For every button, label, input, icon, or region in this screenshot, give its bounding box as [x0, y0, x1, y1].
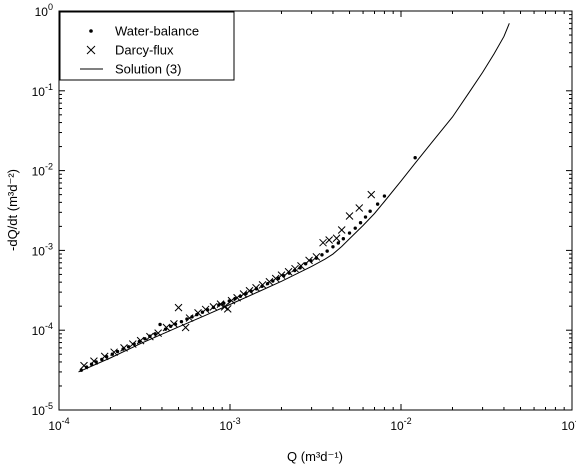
legend-marker-water-balance [89, 29, 93, 33]
y-tick-label: 10-5 [32, 401, 53, 418]
data-point-water-balance [158, 323, 161, 326]
y-tick-label: 10-3 [32, 241, 53, 258]
x-tick-label: 10-3 [219, 416, 240, 433]
legend: Water-balance Darcy-flux Solution (3) [60, 12, 234, 80]
data-point-water-balance [331, 245, 334, 248]
y-tick-label: 100 [35, 2, 53, 19]
data-point-water-balance [359, 221, 362, 224]
data-point-darcy-flux [320, 239, 327, 246]
data-point-darcy-flux [210, 303, 217, 310]
x-tick-label: 10-4 [48, 416, 69, 433]
data-point-water-balance [342, 237, 345, 240]
data-point-water-balance [180, 320, 183, 323]
data-point-water-balance [364, 215, 367, 218]
x-tick-label: 10-2 [390, 416, 411, 433]
x-axis-label: Q (m³d⁻¹) [287, 449, 343, 464]
data-point-water-balance [325, 249, 328, 252]
data-point-water-balance [368, 209, 371, 212]
y-tick-label: 10-2 [32, 162, 53, 179]
x-tick-label: 10-1 [561, 416, 576, 433]
y-tick-label: 10-4 [32, 321, 53, 338]
data-point-darcy-flux [333, 235, 340, 242]
legend-label-darcy-flux: Darcy-flux [115, 43, 174, 58]
data-point-darcy-flux [338, 227, 345, 234]
data-point-water-balance [413, 156, 416, 159]
data-point-water-balance [383, 194, 386, 197]
data-point-darcy-flux [175, 304, 182, 311]
data-point-water-balance [348, 231, 351, 234]
data-point-water-balance [376, 202, 379, 205]
data-point-darcy-flux [368, 191, 375, 198]
data-point-darcy-flux [346, 212, 353, 219]
legend-label-water-balance: Water-balance [115, 24, 199, 39]
data-point-water-balance [320, 253, 323, 256]
data-point-darcy-flux [356, 204, 363, 211]
y-tick-label: 10-1 [32, 82, 53, 99]
data-point-darcy-flux [326, 236, 333, 243]
legend-label-solution: Solution (3) [115, 62, 181, 77]
data-point-water-balance [354, 226, 357, 229]
y-axis-label: -dQ/dt (m³d⁻²) [5, 169, 20, 251]
